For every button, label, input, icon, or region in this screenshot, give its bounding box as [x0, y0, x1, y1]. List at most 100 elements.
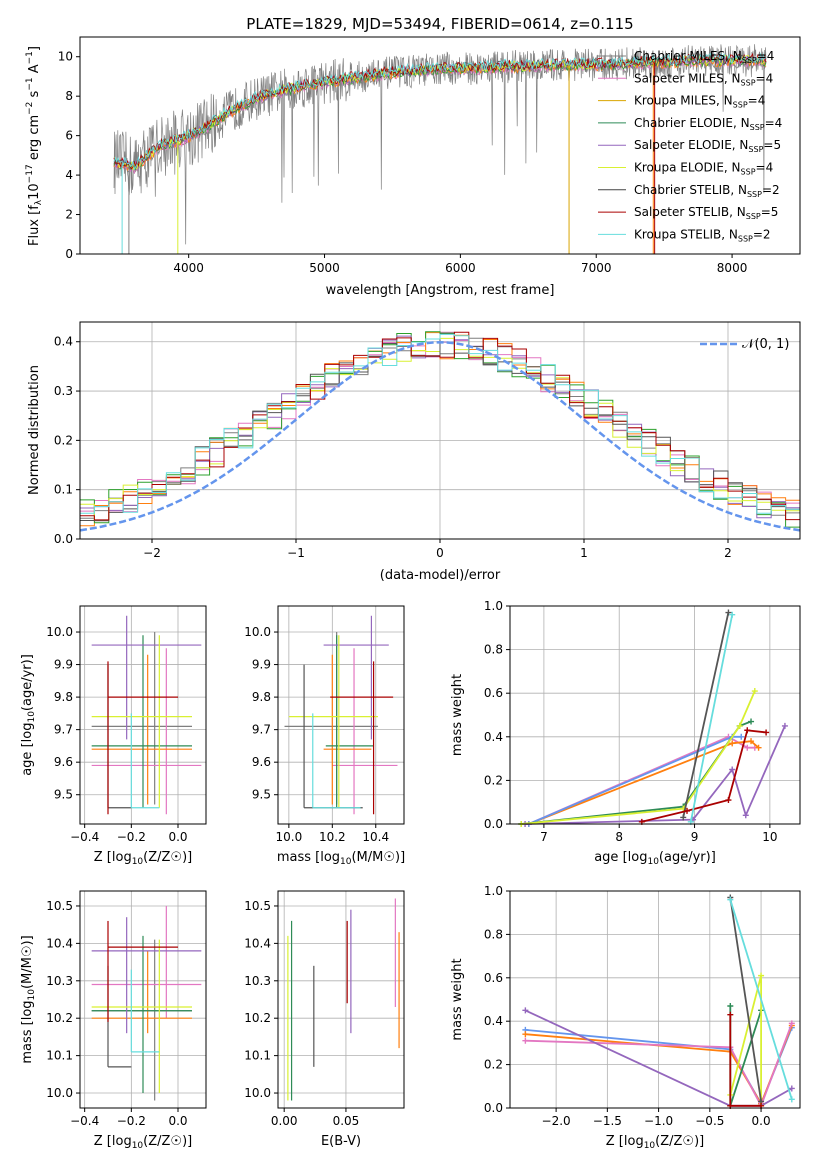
x-axis-label: Z [log10(Z/Z☉)]	[94, 1134, 192, 1151]
x-tick-label: −0.2	[117, 830, 146, 844]
spectrum-plot-area	[113, 44, 767, 254]
legend-tail: =5	[761, 205, 779, 219]
legend-subscript: SSP	[750, 123, 765, 132]
y-tick-label: 1.0	[484, 884, 503, 898]
point-marker	[736, 722, 743, 729]
x-tick-label: −0.4	[70, 830, 99, 844]
figure-title: PLATE=1829, MJD=53494, FIBERID=0614, z=0…	[246, 15, 633, 33]
axis-label-part: (age/yr)]	[659, 850, 716, 865]
y-tick-label: 0.2	[484, 1058, 503, 1072]
legend-subscript: SSP	[746, 212, 761, 221]
x-tick-label: 0.0	[168, 830, 187, 844]
point-marker	[522, 1007, 529, 1014]
legend-label: Chabrier STELIB, NSSP=2	[634, 183, 780, 199]
series-line	[528, 740, 760, 825]
legend-tail: =4	[765, 116, 783, 130]
y-tick-label: 9.7	[252, 723, 271, 737]
legend-label: Salpeter MILES, NSSP=4	[634, 71, 773, 87]
y-tick-label: 10.1	[46, 1049, 73, 1063]
y-tick-label: 0.4	[484, 730, 503, 744]
x-tick-label: 2	[724, 546, 732, 560]
y-tick-label: 9.5	[252, 788, 271, 802]
model-spectrum-line	[113, 53, 767, 168]
histogram-y-ticks: 0.0 0.1 0.2 0.3 0.4	[54, 335, 80, 546]
legend-label: Kroupa ELODIE, NSSP=4	[634, 161, 773, 177]
y-tick-label: 1.0	[484, 599, 503, 613]
point-marker	[748, 738, 755, 745]
point-marker	[729, 611, 736, 618]
histogram-step-line	[80, 331, 800, 528]
x-tick-label: −1.0	[644, 1114, 673, 1128]
point-marker	[727, 1011, 734, 1018]
y-axis-label: age [log10(age/yr)]	[20, 654, 37, 776]
point-marker	[729, 740, 736, 747]
axis-label-part: (Z/Z☉)]	[143, 1134, 192, 1149]
y-tick-label: 10.0	[244, 625, 271, 639]
point-marker	[522, 1037, 529, 1044]
point-marker	[744, 727, 751, 734]
axis-label-part: (M/M☉)]	[351, 850, 405, 865]
x-tick-label: 9	[691, 830, 699, 844]
y-tick-label: 0	[65, 247, 73, 261]
legend-label: Salpeter STELIB, NSSP=5	[634, 205, 778, 221]
y-tick-label: 10.0	[244, 1086, 271, 1100]
y-tick-label: 10.0	[46, 625, 73, 639]
point-marker	[729, 766, 736, 773]
series-line	[525, 1023, 793, 1109]
point-marker	[788, 1085, 795, 1092]
x-tick-label: 8	[615, 830, 623, 844]
y-tick-label: 6	[65, 129, 73, 143]
x-tick-label: 10.2	[319, 830, 346, 844]
histogram-plot-area	[79, 331, 801, 532]
point-marker	[763, 729, 770, 736]
x-tick-label: 10.0	[276, 830, 303, 844]
axis-label-subscript: 10	[132, 1141, 144, 1151]
panel-frame	[509, 890, 801, 1109]
histogram-ylabel: Normed distribution	[27, 365, 42, 495]
y-axis-label: mass [log10(M/M☉)]	[20, 935, 37, 1063]
x-tick-label: 0.00	[271, 1114, 298, 1128]
series-line	[729, 899, 793, 1100]
spectrum-ylabel: Flux [fλ10−17 erg cm−2 s−1 A−1]	[25, 46, 44, 246]
y-tick-label: 0.8	[484, 643, 503, 657]
point-marker	[758, 972, 765, 979]
y-tick-label: 9.8	[54, 690, 73, 704]
panel-frame	[79, 890, 207, 1109]
spectrum-panel: 4000 5000 6000 7000 8000 0 2 4 6 8 10 wavelength …	[25, 36, 801, 298]
point-marker	[725, 797, 732, 804]
axis-label-part: (Z/Z☉)]	[655, 1134, 704, 1149]
y-tick-label: 0.3	[54, 384, 73, 398]
x-axis-label: Z [log10(Z/Z☉)]	[606, 1134, 704, 1151]
y-tick-label: 0.1	[54, 483, 73, 497]
x-tick-label: 0.0	[168, 1114, 187, 1128]
legend-tail: =2	[753, 227, 771, 241]
age-vs-mass-panel: 10.0 10.2 10.4 9.5 9.6 9.7 9.8 9.9 10.0 mass [log…	[244, 605, 405, 867]
x-axis-label: E(B-V)	[321, 1134, 361, 1149]
point-marker	[522, 1031, 529, 1038]
y-tick-label: 10.3	[46, 974, 73, 988]
y-tick-label: 0.2	[484, 773, 503, 787]
axis-label-subscript: 10	[340, 857, 352, 867]
x-tick-label: 8000	[717, 261, 748, 275]
x-tick-label: 7	[540, 830, 548, 844]
spectrum-y-ticks: 0 2 4 6 8 10	[58, 50, 80, 261]
x-tick-label: 4000	[173, 261, 204, 275]
x-tick-label: 10	[762, 830, 777, 844]
x-tick-label: −0.4	[70, 1114, 99, 1128]
y-tick-label: 0.2	[54, 433, 73, 447]
point-marker	[725, 609, 732, 616]
y-tick-label: 0.6	[484, 971, 503, 985]
y-tick-label: 9.9	[54, 658, 73, 672]
axis-label-part: (Z/Z☉)]	[143, 850, 192, 865]
legend-subscript: SSP	[733, 101, 748, 110]
x-tick-label: 0.0	[752, 1114, 771, 1128]
axis-label-subscript: 10	[647, 857, 659, 867]
x-tick-label: −0.2	[117, 1114, 146, 1128]
legend-label: Salpeter ELODIE, NSSP=5	[634, 138, 781, 154]
panel-frame	[277, 605, 405, 825]
point-marker	[788, 1020, 795, 1027]
legend-tail: =4	[756, 161, 774, 175]
axis-label-subscript: 10	[132, 857, 144, 867]
point-marker	[748, 718, 755, 725]
